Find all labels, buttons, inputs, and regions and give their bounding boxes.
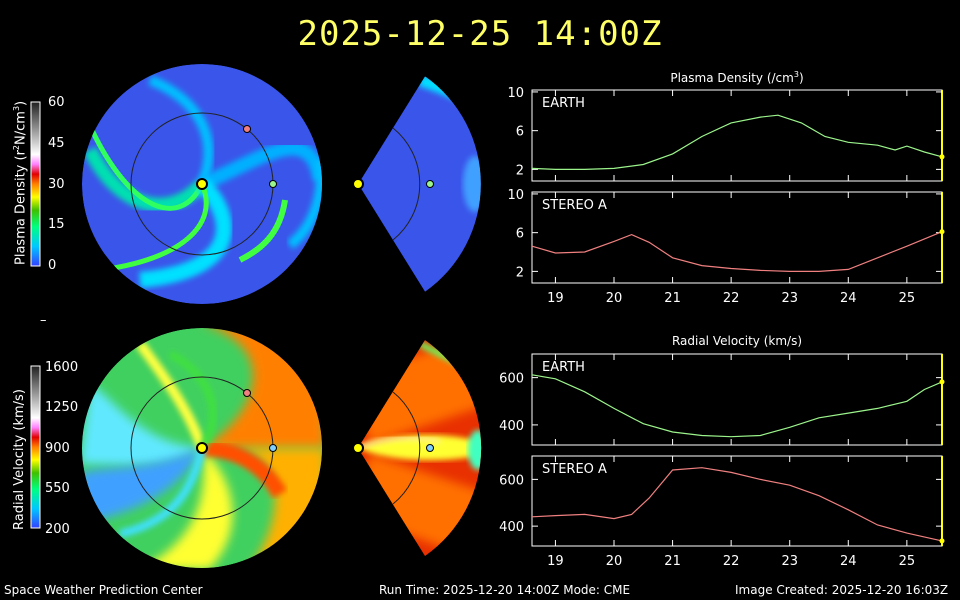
y-tick-label: 6 [516, 227, 524, 242]
velocity-tick-900: 900 [45, 441, 70, 456]
y-tick-label: 10 [507, 86, 524, 101]
series-endpoint [939, 229, 945, 235]
velocity-meridional-plot [352, 340, 482, 556]
density-tick-30: 30 [48, 177, 65, 192]
footer-organization: Space Weather Prediction Center [4, 583, 203, 597]
density-ecliptic-plot [82, 64, 322, 304]
series-endpoint [939, 379, 945, 385]
x-tick-label: 23 [781, 554, 798, 569]
y-tick-label: 6 [516, 125, 524, 140]
stereo-a-marker [243, 389, 251, 397]
density-tick-60: 60 [48, 95, 65, 110]
separator-dash: – [40, 313, 47, 328]
velocity-tick-1250: 1250 [45, 400, 79, 415]
density-tick-15: 15 [48, 217, 65, 232]
x-tick-label: 21 [664, 291, 681, 306]
x-tick-label: 24 [840, 291, 857, 306]
series-endpoint [939, 538, 945, 544]
density-tick-0: 0 [48, 258, 57, 273]
density-colorbar [30, 101, 41, 267]
x-tick-label: 25 [899, 554, 916, 569]
stereo-a-marker [243, 125, 251, 133]
x-tick-label: 22 [723, 554, 740, 569]
sun-marker [352, 442, 364, 454]
series-endpoint [939, 154, 945, 160]
x-tick-label: 19 [547, 291, 564, 306]
velocity-tick-550: 550 [45, 481, 70, 496]
velocity-tick-200: 200 [45, 522, 70, 537]
y-tick-label: 2 [516, 265, 524, 280]
sun-marker [352, 178, 364, 190]
velocity-ecliptic-plot [82, 328, 322, 568]
series-line [531, 231, 943, 272]
x-tick-label: 25 [899, 291, 916, 306]
panel-label: EARTH [542, 96, 585, 111]
series-line [531, 374, 943, 438]
chart-panel-frame [531, 89, 943, 182]
y-tick-label: 400 [499, 419, 524, 434]
page-title: 2025-12-25 14:00Z [297, 14, 663, 54]
x-tick-label: 20 [606, 554, 623, 569]
x-tick-label: 21 [664, 554, 681, 569]
footer-run-time: Run Time: 2025-12-20 14:00Z Mode: CME [379, 583, 631, 597]
density-colorbar-label: Plasma Density (r2N/cm3) [12, 100, 29, 265]
density-chart-title: Plasma Density (/cm3) [670, 70, 804, 85]
earth-marker [269, 180, 277, 188]
velocity-chart-title: Radial Velocity (km/s) [671, 334, 803, 348]
panel-label: STEREO A [542, 198, 607, 213]
sun-marker [196, 442, 208, 454]
series-line [531, 114, 943, 171]
time-series-charts: 2 6 10 EARTH 2 6 10 STEREO A 400 600 EARTH 400 600 ST… [499, 86, 945, 569]
y-tick-label: 600 [499, 372, 524, 387]
colorbars [30, 101, 41, 529]
earth-marker [426, 180, 434, 188]
density-tick-45: 45 [48, 136, 65, 151]
x-tick-label: 19 [547, 554, 564, 569]
earth-marker [426, 444, 434, 452]
chart-panel-frame [531, 353, 943, 446]
sun-marker [196, 178, 208, 190]
y-tick-label: 600 [499, 473, 524, 488]
y-tick-label: 2 [516, 163, 524, 178]
panel-label: STEREO A [542, 462, 607, 477]
x-tick-label: 20 [606, 291, 623, 306]
y-tick-label: 400 [499, 520, 524, 535]
y-tick-label: 10 [507, 188, 524, 203]
velocity-tick-1600: 1600 [45, 360, 79, 375]
velocity-colorbar-label: Radial Velocity (km/s) [12, 389, 27, 530]
density-meridional-plot [352, 75, 482, 293]
x-tick-label: 24 [840, 554, 857, 569]
panel-label: EARTH [542, 360, 585, 375]
series-line [531, 467, 943, 542]
x-tick-label: 22 [723, 291, 740, 306]
earth-marker [269, 444, 277, 452]
x-tick-label: 23 [781, 291, 798, 306]
footer-image-created: Image Created: 2025-12-20 16:03Z [735, 583, 949, 597]
velocity-colorbar [30, 365, 41, 529]
